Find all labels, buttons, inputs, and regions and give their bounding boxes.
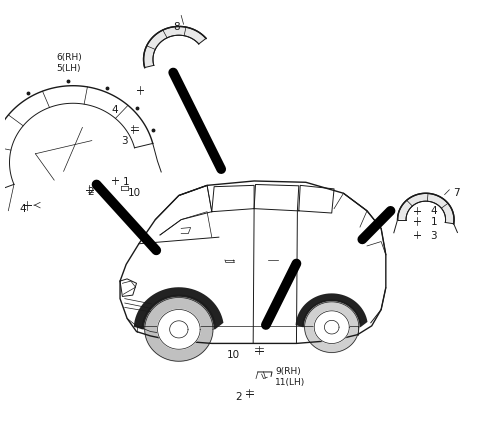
- Text: 4: 4: [20, 204, 26, 214]
- Polygon shape: [296, 293, 368, 327]
- Text: 4: 4: [111, 105, 118, 115]
- Polygon shape: [305, 302, 359, 353]
- Text: 1: 1: [431, 217, 437, 227]
- Polygon shape: [314, 311, 349, 344]
- Text: 6(RH): 6(RH): [57, 53, 82, 62]
- Polygon shape: [145, 297, 213, 361]
- Text: 8: 8: [173, 22, 180, 32]
- Polygon shape: [157, 310, 200, 349]
- Text: 3: 3: [431, 231, 437, 241]
- Text: 5(LH): 5(LH): [57, 64, 81, 73]
- Polygon shape: [144, 26, 206, 68]
- Text: 4: 4: [431, 206, 437, 216]
- Text: 11(LH): 11(LH): [275, 378, 306, 387]
- Text: 9(RH): 9(RH): [275, 367, 301, 376]
- Text: 2: 2: [236, 392, 242, 402]
- Text: 10: 10: [227, 350, 240, 360]
- Text: 1: 1: [122, 177, 129, 187]
- Text: 2: 2: [87, 187, 94, 197]
- Polygon shape: [134, 287, 224, 329]
- Text: 3: 3: [121, 136, 128, 146]
- Text: 7: 7: [453, 188, 460, 198]
- Text: 10: 10: [128, 188, 141, 198]
- Polygon shape: [397, 193, 454, 224]
